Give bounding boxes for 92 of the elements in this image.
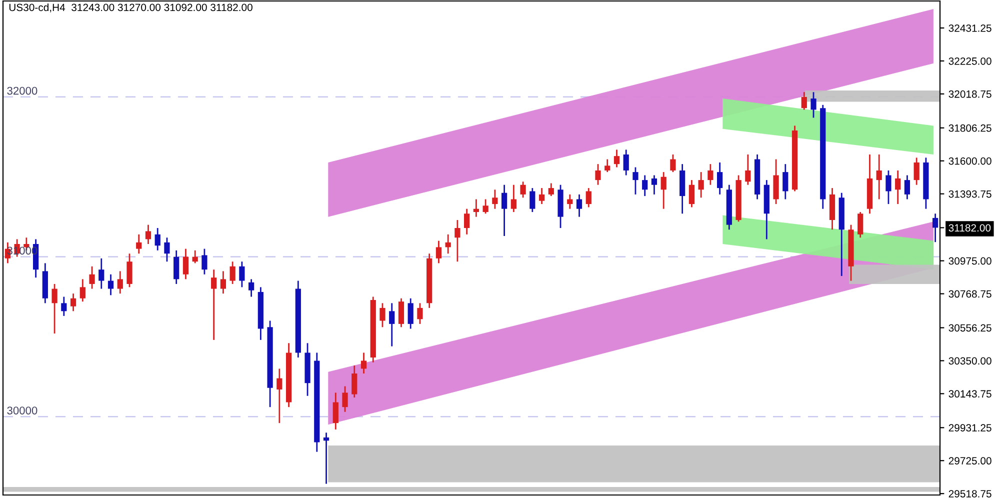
y-tick-label: 29931.25 [948, 424, 992, 432]
y-tick-label: 32018.75 [948, 90, 992, 98]
y-tick-label: 31600.00 [948, 157, 992, 165]
candlestick [332, 392, 338, 430]
candlestick [538, 187, 545, 205]
ref-line-label: 30000 [7, 406, 38, 414]
candlestick [773, 158, 779, 205]
candlestick [660, 171, 666, 210]
candlestick [614, 148, 620, 168]
candlestick [473, 198, 479, 218]
candlestick [89, 266, 95, 290]
candlestick [914, 156, 920, 186]
candlestick [230, 260, 236, 285]
chart-title: US30-cd,H4 31243.00 31270.00 31092.00 31182.00 [9, 3, 252, 12]
y-tick-label: 30768.75 [948, 290, 992, 298]
candlestick [716, 162, 723, 196]
candlestick [192, 250, 198, 264]
candlestick [895, 170, 901, 205]
candlestick [80, 278, 86, 302]
candlestick [698, 171, 704, 198]
y-tick-label: 31393.75 [948, 190, 992, 198]
y-tick-label: 30975.00 [948, 257, 992, 265]
y-tick-label: 30350.00 [948, 357, 992, 365]
candlestick [530, 187, 536, 213]
candlestick [445, 234, 451, 254]
candlestick [708, 163, 714, 186]
candlestick [248, 278, 254, 298]
y-tick-label: 31806.25 [948, 124, 992, 132]
candlestick [126, 252, 132, 288]
candlestick [576, 194, 582, 218]
candlestick [182, 248, 189, 280]
candlestick [61, 296, 67, 317]
candlestick [389, 302, 395, 348]
candlestick [202, 248, 208, 276]
candlestick [398, 298, 404, 328]
candlestick [604, 158, 610, 173]
candlestick [492, 188, 498, 210]
candlestick [352, 364, 358, 398]
candlestick [360, 352, 367, 374]
y-tick-label: 32225.00 [948, 57, 992, 65]
candlestick [501, 184, 508, 237]
candlestick [688, 179, 695, 208]
candlestick [586, 187, 592, 208]
candlestick [154, 227, 160, 252]
candlestick [801, 91, 807, 110]
y-tick-label: 31182.00 [948, 224, 991, 232]
candlestick [670, 154, 676, 173]
candlestick [510, 184, 516, 213]
candlestick [782, 163, 788, 200]
ref-line-label: 32000 [7, 86, 38, 95]
candlestick [164, 236, 170, 262]
candlestick [632, 166, 638, 196]
candlestick [595, 163, 601, 186]
y-tick-label: 32431.25 [948, 24, 992, 32]
candlestick [70, 292, 76, 312]
candlestick [567, 194, 573, 210]
candlestick [886, 170, 892, 205]
y-tick-label: 30556.25 [948, 324, 992, 332]
candlestick [810, 91, 816, 118]
candlestick [642, 174, 648, 197]
candlestick [174, 250, 180, 285]
candlestick [651, 174, 658, 196]
candlestick [108, 274, 114, 296]
candlestick [436, 240, 442, 264]
candlestick [211, 268, 217, 341]
candlestick [136, 234, 142, 254]
candlestick [623, 148, 629, 176]
candlestick [876, 154, 882, 200]
y-tick-label: 29518.75 [948, 490, 992, 498]
candlestick [220, 270, 226, 294]
candlestick [98, 258, 104, 290]
candlestick [145, 224, 152, 245]
candlestick [932, 212, 938, 243]
candlestick [239, 260, 245, 288]
y-tick-label: 30143.75 [948, 390, 992, 398]
candlestick [520, 180, 526, 198]
candlestick [858, 211, 864, 238]
candlestick [408, 298, 414, 330]
candlestick [904, 174, 910, 200]
candlestick [745, 154, 751, 186]
candlestick [276, 368, 282, 424]
candlestick [464, 208, 470, 236]
candlestick [117, 270, 123, 294]
candlestick [323, 432, 330, 485]
candlestick [342, 386, 348, 413]
y-tick-label: 29725.00 [948, 457, 992, 465]
candlestick [454, 219, 460, 262]
candlestick [417, 302, 423, 325]
candlestick [52, 283, 58, 334]
candlestick [548, 182, 554, 197]
candlestick [380, 302, 386, 328]
candlestick [482, 198, 488, 214]
